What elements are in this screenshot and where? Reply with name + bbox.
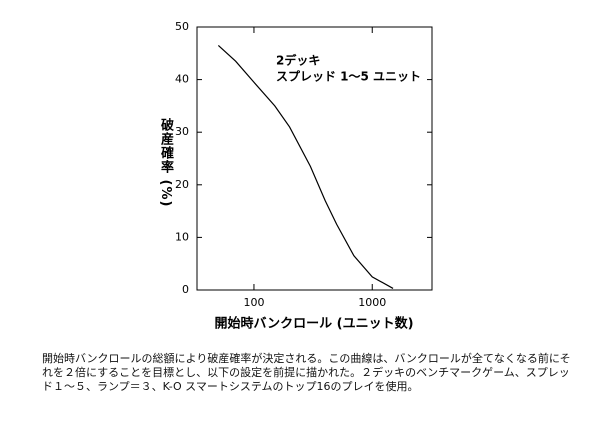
line <box>217 44 394 289</box>
annotation: 2デッキ <box>276 53 320 68</box>
y-axis-label: 破産確率 (%) <box>158 118 173 208</box>
annotation: スプレッド 1～5 ユニット <box>276 69 421 84</box>
x-axis-label: 開始時バンクロール (ユニット数) <box>214 316 413 332</box>
y-tick-label: 30 <box>175 125 189 138</box>
y-tick-label: 40 <box>175 73 189 86</box>
plot-frame <box>196 26 433 291</box>
y-tick-label: 50 <box>175 20 189 33</box>
x-tick-label: 100 <box>243 296 264 309</box>
caption: 開始時バンクロールの総額により破産確率が決定される。この曲線は、バンクロールが全… <box>42 352 571 393</box>
chart: 開始時バンクロール (ユニット数) 2デッキ スプレッド 1～5 ユニット 0 1… <box>175 20 433 332</box>
x-tick-label: 1000 <box>358 296 386 309</box>
y-tick-label: 10 <box>175 230 189 243</box>
y-tick-label: 0 <box>182 283 189 296</box>
y-tick-label: 20 <box>175 178 189 191</box>
